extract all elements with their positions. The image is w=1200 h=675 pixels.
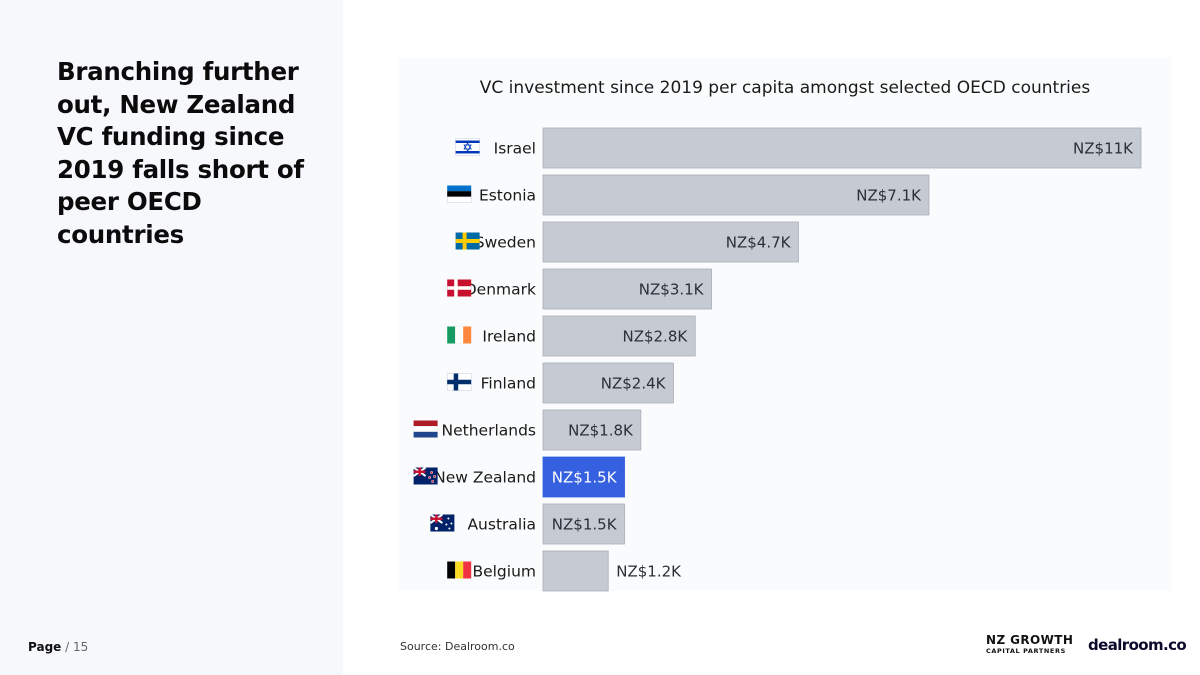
bar-australia xyxy=(542,503,625,545)
netherlands-flag-icon xyxy=(413,420,438,438)
australia-flag-icon xyxy=(429,513,455,532)
bar-netherlands xyxy=(542,409,642,451)
bar-sweden xyxy=(542,221,799,263)
data-label-netherlands: NZ$1.8K xyxy=(568,422,634,440)
category-label-israel: Israel xyxy=(494,140,536,158)
ireland-flag-icon xyxy=(447,326,472,344)
bar-belgium xyxy=(542,550,609,592)
data-label-ireland: NZ$2.8K xyxy=(622,328,688,346)
finland-flag-icon xyxy=(446,373,472,391)
sweden-flag-icon xyxy=(455,232,480,250)
data-label-sweden: NZ$4.7K xyxy=(726,234,792,252)
category-label-australia: Australia xyxy=(467,516,536,534)
bar-finland xyxy=(542,362,674,404)
estonia-flag-icon xyxy=(446,185,472,203)
page-label: Page xyxy=(28,640,62,654)
slide-headline: Branching further out, New Zealand VC fu… xyxy=(57,57,304,249)
israel-flag-icon xyxy=(455,138,480,156)
category-label-finland: Finland xyxy=(481,375,536,393)
data-label-finland: NZ$2.4K xyxy=(601,375,667,393)
category-label-estonia: Estonia xyxy=(479,187,536,205)
new-zealand-flag-icon xyxy=(413,466,438,485)
category-label-new-zealand: New Zealand xyxy=(434,469,536,487)
category-label-denmark: Denmark xyxy=(465,281,536,299)
data-label-israel: NZ$11K xyxy=(1073,140,1134,158)
nzgcp-logo-line2: CAPITAL PARTNERS xyxy=(986,647,1066,655)
denmark-flag-icon xyxy=(447,279,472,297)
category-label-netherlands: Netherlands xyxy=(442,422,536,440)
nzgcp-logo-line1: NZ GROWTH xyxy=(986,633,1074,647)
data-label-belgium: NZ$1.2K xyxy=(616,563,682,581)
category-label-sweden: Sweden xyxy=(475,234,536,252)
category-label-belgium: Belgium xyxy=(472,563,536,581)
source-note: Source: Dealroom.co xyxy=(400,640,515,653)
nzgcp-logo: NZ GROWTH CAPITAL PARTNERS xyxy=(986,634,1073,656)
page-number: Page / 15 xyxy=(28,640,88,654)
page-separator: / xyxy=(65,640,70,654)
chart-title: VC investment since 2019 per capita amon… xyxy=(479,78,1091,98)
belgium-flag-icon xyxy=(447,561,472,579)
left-panel: Branching further out, New Zealand VC fu… xyxy=(0,0,343,675)
bar-ireland xyxy=(542,315,696,357)
bar-new-zealand xyxy=(542,456,625,498)
data-label-new-zealand: NZ$1.5K xyxy=(552,469,618,487)
data-label-denmark: NZ$3.1K xyxy=(639,281,705,299)
data-label-australia: NZ$1.5K xyxy=(552,516,618,534)
category-label-ireland: Ireland xyxy=(482,328,536,346)
bar-denmark xyxy=(542,268,712,310)
data-label-estonia: NZ$7.1K xyxy=(856,187,922,205)
bar-estonia xyxy=(542,174,930,216)
dealroom-logo: dealroom.co xyxy=(1088,636,1187,654)
page-number-value: 15 xyxy=(73,640,89,654)
bar-israel xyxy=(542,127,1142,169)
